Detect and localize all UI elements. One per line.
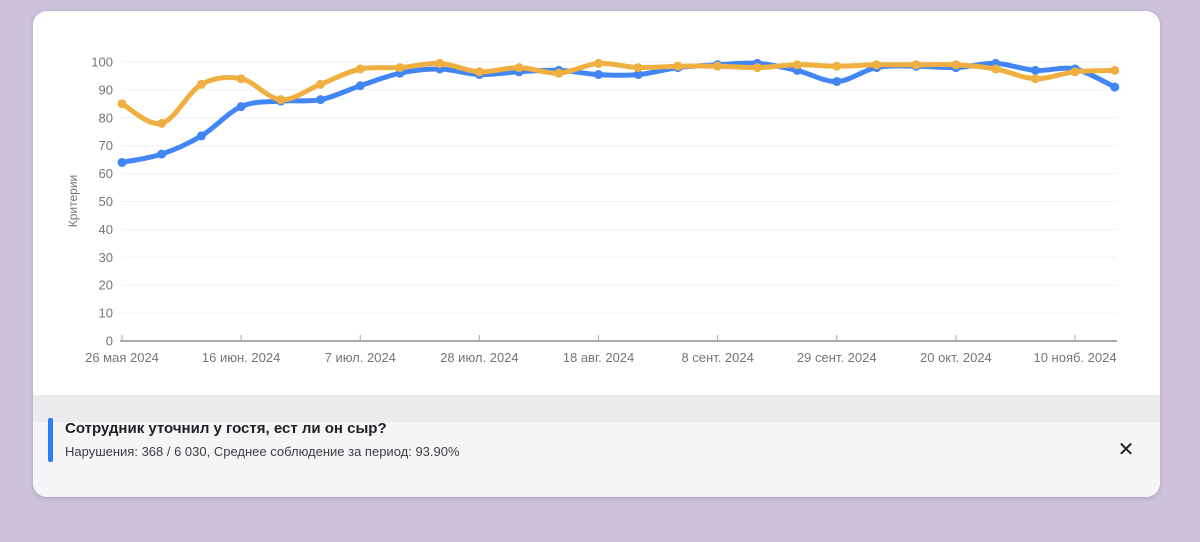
criterion-texts: Сотрудник уточнил у гостя, ест ли он сыр… (65, 418, 460, 462)
x-tick-label: 8 сент. 2024 (681, 350, 753, 365)
data-point-marker[interactable] (355, 81, 365, 91)
x-tick-label: 18 авг. 2024 (563, 350, 635, 365)
criterion-title: Сотрудник уточнил у гостя, ест ли он сыр… (65, 420, 387, 437)
data-point-marker[interactable] (196, 131, 206, 141)
data-point-marker[interactable] (316, 95, 326, 105)
close-icon: ✕ (1117, 439, 1135, 461)
data-point-marker[interactable] (316, 79, 326, 89)
chart-card: 0 10 20 30 40 50 60 70 80 90 100 26 мая 2024 16 июн.… (33, 11, 1160, 497)
x-tick-label: 26 мая 2024 (85, 350, 159, 365)
x-tick-label: 7 июл. 2024 (325, 350, 396, 365)
data-point-marker[interactable] (435, 58, 445, 68)
close-button[interactable]: ✕ (1111, 435, 1141, 465)
data-point-marker[interactable] (752, 63, 762, 73)
y-tick-label: 50 (99, 194, 113, 209)
data-point-marker[interactable] (713, 61, 723, 71)
data-point-marker[interactable] (991, 64, 1001, 74)
data-point-marker[interactable] (594, 58, 604, 68)
criteria-chart[interactable]: 0 10 20 30 40 50 60 70 80 90 100 26 мая 2024 16 июн.… (33, 11, 1160, 395)
data-point-marker[interactable] (276, 95, 286, 105)
data-point-marker[interactable] (1110, 65, 1120, 75)
criterion-stats: Нарушения: 368 / 6 030, Среднее соблюден… (65, 443, 460, 459)
data-point-marker[interactable] (951, 60, 961, 70)
y-tick-label: 60 (99, 166, 113, 181)
x-tick-label: 28 июл. 2024 (440, 350, 519, 365)
y-tick-label: 10 (99, 306, 113, 321)
y-tick-label: 0 (106, 334, 113, 349)
y-tick-label: 70 (99, 138, 113, 153)
accent-bar (48, 418, 53, 462)
criterion-row: Сотрудник уточнил у гостя, ест ли он сыр… (48, 418, 1090, 462)
series-line-series-1-blue[interactable] (119, 60, 1118, 165)
y-tick-label: 100 (91, 55, 113, 70)
x-tick-label: 10 нояб. 2024 (1033, 350, 1116, 365)
chart-area[interactable]: 0 10 20 30 40 50 60 70 80 90 100 26 мая 2024 16 июн.… (33, 11, 1160, 395)
data-point-marker[interactable] (1110, 82, 1120, 92)
data-point-marker[interactable] (1030, 65, 1040, 75)
data-point-marker[interactable] (832, 77, 842, 87)
data-point-marker[interactable] (1030, 74, 1040, 84)
data-point-marker[interactable] (157, 118, 167, 128)
data-point-marker[interactable] (117, 99, 127, 109)
data-point-marker[interactable] (594, 70, 604, 80)
y-tick-label: 40 (99, 222, 113, 237)
data-point-marker[interactable] (673, 61, 683, 71)
data-point-marker[interactable] (236, 102, 246, 112)
y-tick-label: 80 (99, 110, 113, 125)
data-point-marker[interactable] (514, 63, 524, 73)
details-panel (33, 422, 1160, 497)
data-point-marker[interactable] (1070, 67, 1080, 77)
x-tick-label: 20 окт. 2024 (920, 350, 992, 365)
data-point-marker[interactable] (554, 68, 564, 78)
y-tick-label: 30 (99, 250, 113, 265)
data-point-marker[interactable] (196, 79, 206, 89)
data-point-marker[interactable] (117, 157, 127, 167)
data-point-marker[interactable] (355, 64, 365, 74)
x-tick-label: 16 июн. 2024 (202, 350, 280, 365)
y-axis-title: Критерии (66, 175, 80, 227)
y-tick-label: 90 (99, 82, 113, 97)
series-line-series-2-orange[interactable] (119, 60, 1118, 127)
data-point-marker[interactable] (832, 61, 842, 71)
data-point-marker[interactable] (792, 60, 802, 70)
data-point-marker[interactable] (633, 70, 643, 80)
data-point-marker[interactable] (157, 149, 167, 159)
details-section: Сотрудник уточнил у гостя, ест ли он сыр… (33, 395, 1160, 497)
y-tick-label: 20 (99, 278, 113, 293)
data-point-marker[interactable] (871, 60, 881, 70)
data-point-marker[interactable] (236, 74, 246, 84)
data-point-marker[interactable] (395, 63, 405, 73)
data-point-marker[interactable] (474, 67, 484, 77)
x-tick-label: 29 сент. 2024 (797, 350, 877, 365)
data-point-marker[interactable] (633, 63, 643, 73)
data-point-marker[interactable] (911, 60, 921, 70)
